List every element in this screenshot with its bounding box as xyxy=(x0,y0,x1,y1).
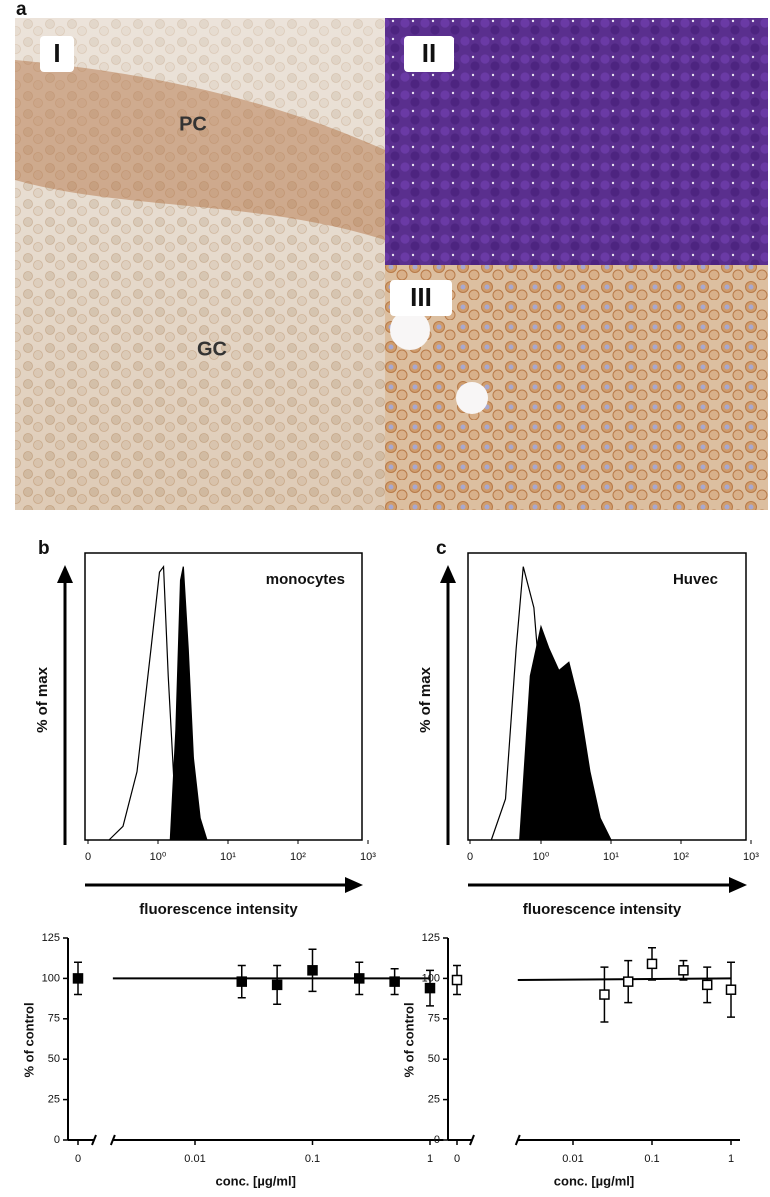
data-point xyxy=(725,984,737,995)
data-point xyxy=(354,973,365,984)
data-point xyxy=(72,973,84,984)
arrow-head xyxy=(440,565,456,583)
x-tick-label: 10⁰ xyxy=(150,851,167,863)
y-tick-label: 125 xyxy=(422,932,440,944)
plot-frame xyxy=(467,552,747,841)
data-point xyxy=(424,982,436,994)
x-tick-label: 0 xyxy=(85,851,91,863)
x-tick-label: 10¹ xyxy=(603,851,619,863)
vacuole xyxy=(390,310,430,350)
y-axis-label: % of max xyxy=(417,666,434,733)
x-axis-label: fluorescence intensity xyxy=(523,901,682,918)
stained-band xyxy=(15,60,385,240)
data-point xyxy=(271,979,283,991)
x-tick-label: 0 xyxy=(75,1153,81,1165)
data-point xyxy=(389,976,400,987)
data-point xyxy=(646,958,658,970)
data-point xyxy=(307,965,318,976)
y-tick-label: 0 xyxy=(434,1134,440,1146)
data-point xyxy=(622,976,634,987)
y-axis-label: % of control xyxy=(401,1002,416,1077)
x-tick-label: 0 xyxy=(467,851,473,863)
annotation: Huvec xyxy=(673,571,718,588)
x-tick-label: 0 xyxy=(454,1153,460,1165)
x-axis-label: fluorescence intensity xyxy=(139,901,298,918)
histogram-curve xyxy=(108,564,192,841)
plot-frame xyxy=(84,552,363,841)
tile-label: I xyxy=(53,38,60,68)
y-tick-label: 75 xyxy=(428,1013,440,1025)
axis-break xyxy=(91,1134,97,1146)
tile-label-box xyxy=(390,280,452,316)
y-tick-label: 125 xyxy=(42,932,60,944)
histogram-curve xyxy=(169,566,208,841)
x-axis-label: conc. [µg/ml] xyxy=(215,1173,295,1188)
data-point xyxy=(701,979,713,991)
y-tick-label: 25 xyxy=(48,1094,60,1106)
x-tick-label: 0.1 xyxy=(644,1153,659,1165)
x-tick-label: 10² xyxy=(290,851,306,863)
panel-label: b xyxy=(38,538,50,559)
micrograph: I II III PC GC xyxy=(15,18,768,510)
x-tick-label: 10¹ xyxy=(220,851,236,863)
axis-break xyxy=(514,1134,521,1146)
panel-label: c xyxy=(436,538,447,559)
y-tick-label: 75 xyxy=(48,1013,60,1025)
x-axis-label: conc. [µg/ml] xyxy=(554,1173,634,1188)
x-tick-label: 1 xyxy=(427,1153,433,1165)
x-tick-label: 10³ xyxy=(360,851,376,863)
data-point xyxy=(678,965,689,976)
axis-break xyxy=(469,1134,475,1146)
vacuole xyxy=(456,382,488,414)
x-tick-label: 0.01 xyxy=(184,1153,205,1165)
tile-shading xyxy=(15,18,385,510)
tile-label-box xyxy=(404,36,454,72)
annotation: monocytes xyxy=(266,571,345,588)
arrow-head xyxy=(345,877,363,893)
y-tick-label: 25 xyxy=(428,1094,440,1106)
x-tick-label: 10² xyxy=(673,851,689,863)
data-point xyxy=(236,976,248,987)
x-tick-label: 0.01 xyxy=(562,1153,583,1165)
y-tick-label: 0 xyxy=(54,1134,60,1146)
histogram-curve xyxy=(519,624,612,841)
panel-label: a xyxy=(16,0,27,20)
x-tick-label: 10⁰ xyxy=(533,851,550,863)
histogram-curve xyxy=(490,566,563,841)
y-tick-label: 100 xyxy=(42,972,60,984)
tile-label: II xyxy=(422,38,436,68)
tile-label-box xyxy=(40,36,74,72)
x-tick-label: 1 xyxy=(728,1153,734,1165)
data-point xyxy=(599,989,610,1000)
arrow-head xyxy=(57,565,73,583)
y-tick-label: 100 xyxy=(422,972,440,984)
data-point xyxy=(451,974,463,986)
tile-label: III xyxy=(410,282,432,312)
y-axis-label: % of max xyxy=(34,666,51,733)
axis-break xyxy=(109,1134,116,1146)
y-tick-label: 50 xyxy=(48,1053,60,1065)
annotation: PC xyxy=(179,113,207,135)
x-tick-label: 0.1 xyxy=(305,1153,320,1165)
annotation: GC xyxy=(197,338,227,360)
y-axis-label: % of control xyxy=(21,1002,36,1077)
x-tick-label: 10³ xyxy=(743,851,759,863)
arrow-head xyxy=(729,877,747,893)
y-tick-label: 50 xyxy=(428,1053,440,1065)
